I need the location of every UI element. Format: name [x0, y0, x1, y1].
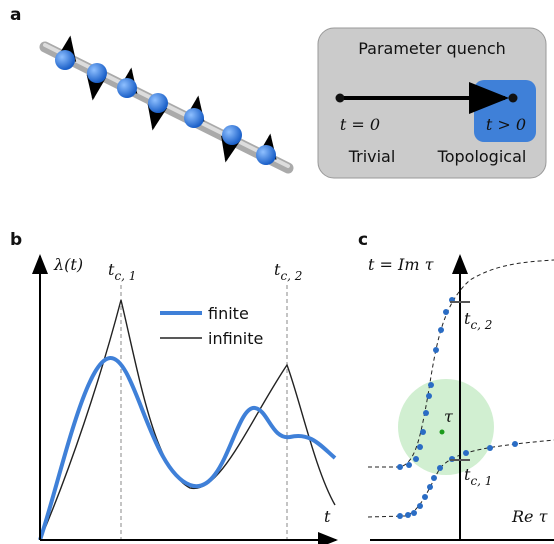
time-label: t = 0: [340, 115, 380, 134]
panel-label: b: [10, 230, 22, 250]
y-axis-label: t = Im τ: [368, 255, 435, 274]
phase-label: Topological: [437, 147, 527, 166]
time-label: t > 0: [486, 115, 526, 134]
spin-chain: [39, 35, 294, 174]
y-axis-label: λ(t): [53, 255, 83, 274]
end-dot: [508, 93, 518, 103]
critical-label: tc, 2: [464, 309, 492, 332]
x-axis-label: Re τ: [511, 507, 549, 526]
critical-label: tc, 1: [464, 465, 492, 488]
infinite-curve: [39, 299, 336, 541]
critical-label: tc, 1: [108, 260, 136, 283]
legend-label: finite: [208, 304, 249, 323]
start-dot: [335, 93, 345, 103]
region: [398, 379, 494, 475]
sample-points: [397, 297, 518, 519]
finite-curve: [38, 356, 337, 541]
panel-label: c: [358, 230, 368, 250]
tau-point: [439, 429, 445, 435]
x-axis-label: t: [324, 507, 331, 526]
phase-label: Trivial: [348, 147, 396, 166]
trajectory: [368, 259, 554, 468]
box-title: Parameter quench: [358, 39, 506, 58]
critical-label: tc, 2: [274, 260, 302, 283]
panel-label: a: [10, 5, 21, 25]
tau-label: τ: [444, 407, 454, 426]
legend-label: infinite: [208, 329, 263, 348]
